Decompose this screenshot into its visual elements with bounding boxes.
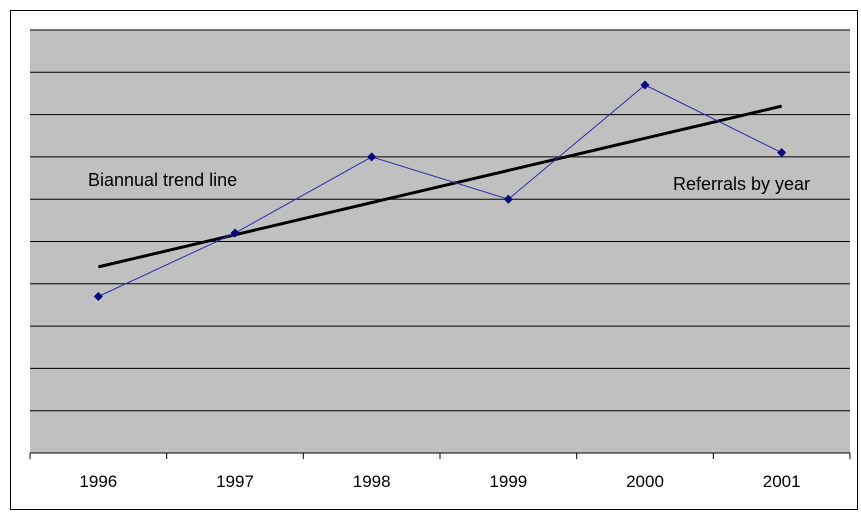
annotation-series-label: Referrals by year <box>673 174 810 194</box>
x-axis: 1996 1997 1998 1999 2000 2001 <box>29 452 851 491</box>
data-point <box>367 152 377 162</box>
trend-line <box>97 104 783 269</box>
data-point <box>93 291 103 301</box>
data-point <box>503 194 513 204</box>
series-group <box>93 80 787 301</box>
data-point <box>230 228 240 238</box>
annotation-trend-label: Biannual trend line <box>88 170 237 190</box>
grid-lines <box>30 29 850 454</box>
data-point <box>640 80 650 90</box>
x-tick-label: 2000 <box>626 472 664 491</box>
x-tick-label: 1997 <box>216 472 254 491</box>
trend-line-group <box>97 104 783 269</box>
data-point <box>777 148 787 158</box>
series-line <box>98 84 782 297</box>
x-tick-label: 1999 <box>489 472 527 491</box>
x-tick-label: 1996 <box>79 472 117 491</box>
x-tick-label: 2001 <box>763 472 801 491</box>
x-tick-label: 1998 <box>353 472 391 491</box>
